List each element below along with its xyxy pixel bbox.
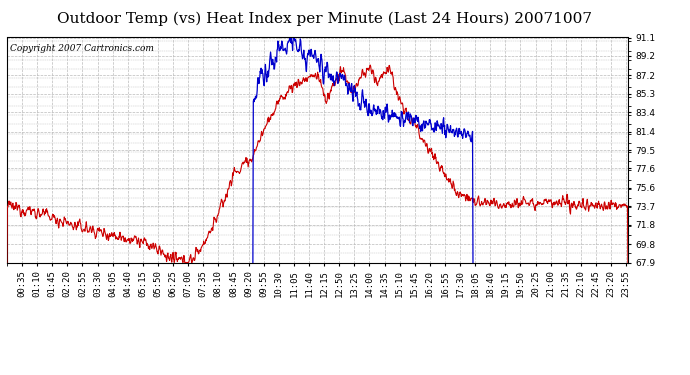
Text: Outdoor Temp (vs) Heat Index per Minute (Last 24 Hours) 20071007: Outdoor Temp (vs) Heat Index per Minute … [57, 11, 592, 26]
Text: Copyright 2007 Cartronics.com: Copyright 2007 Cartronics.com [10, 44, 154, 53]
